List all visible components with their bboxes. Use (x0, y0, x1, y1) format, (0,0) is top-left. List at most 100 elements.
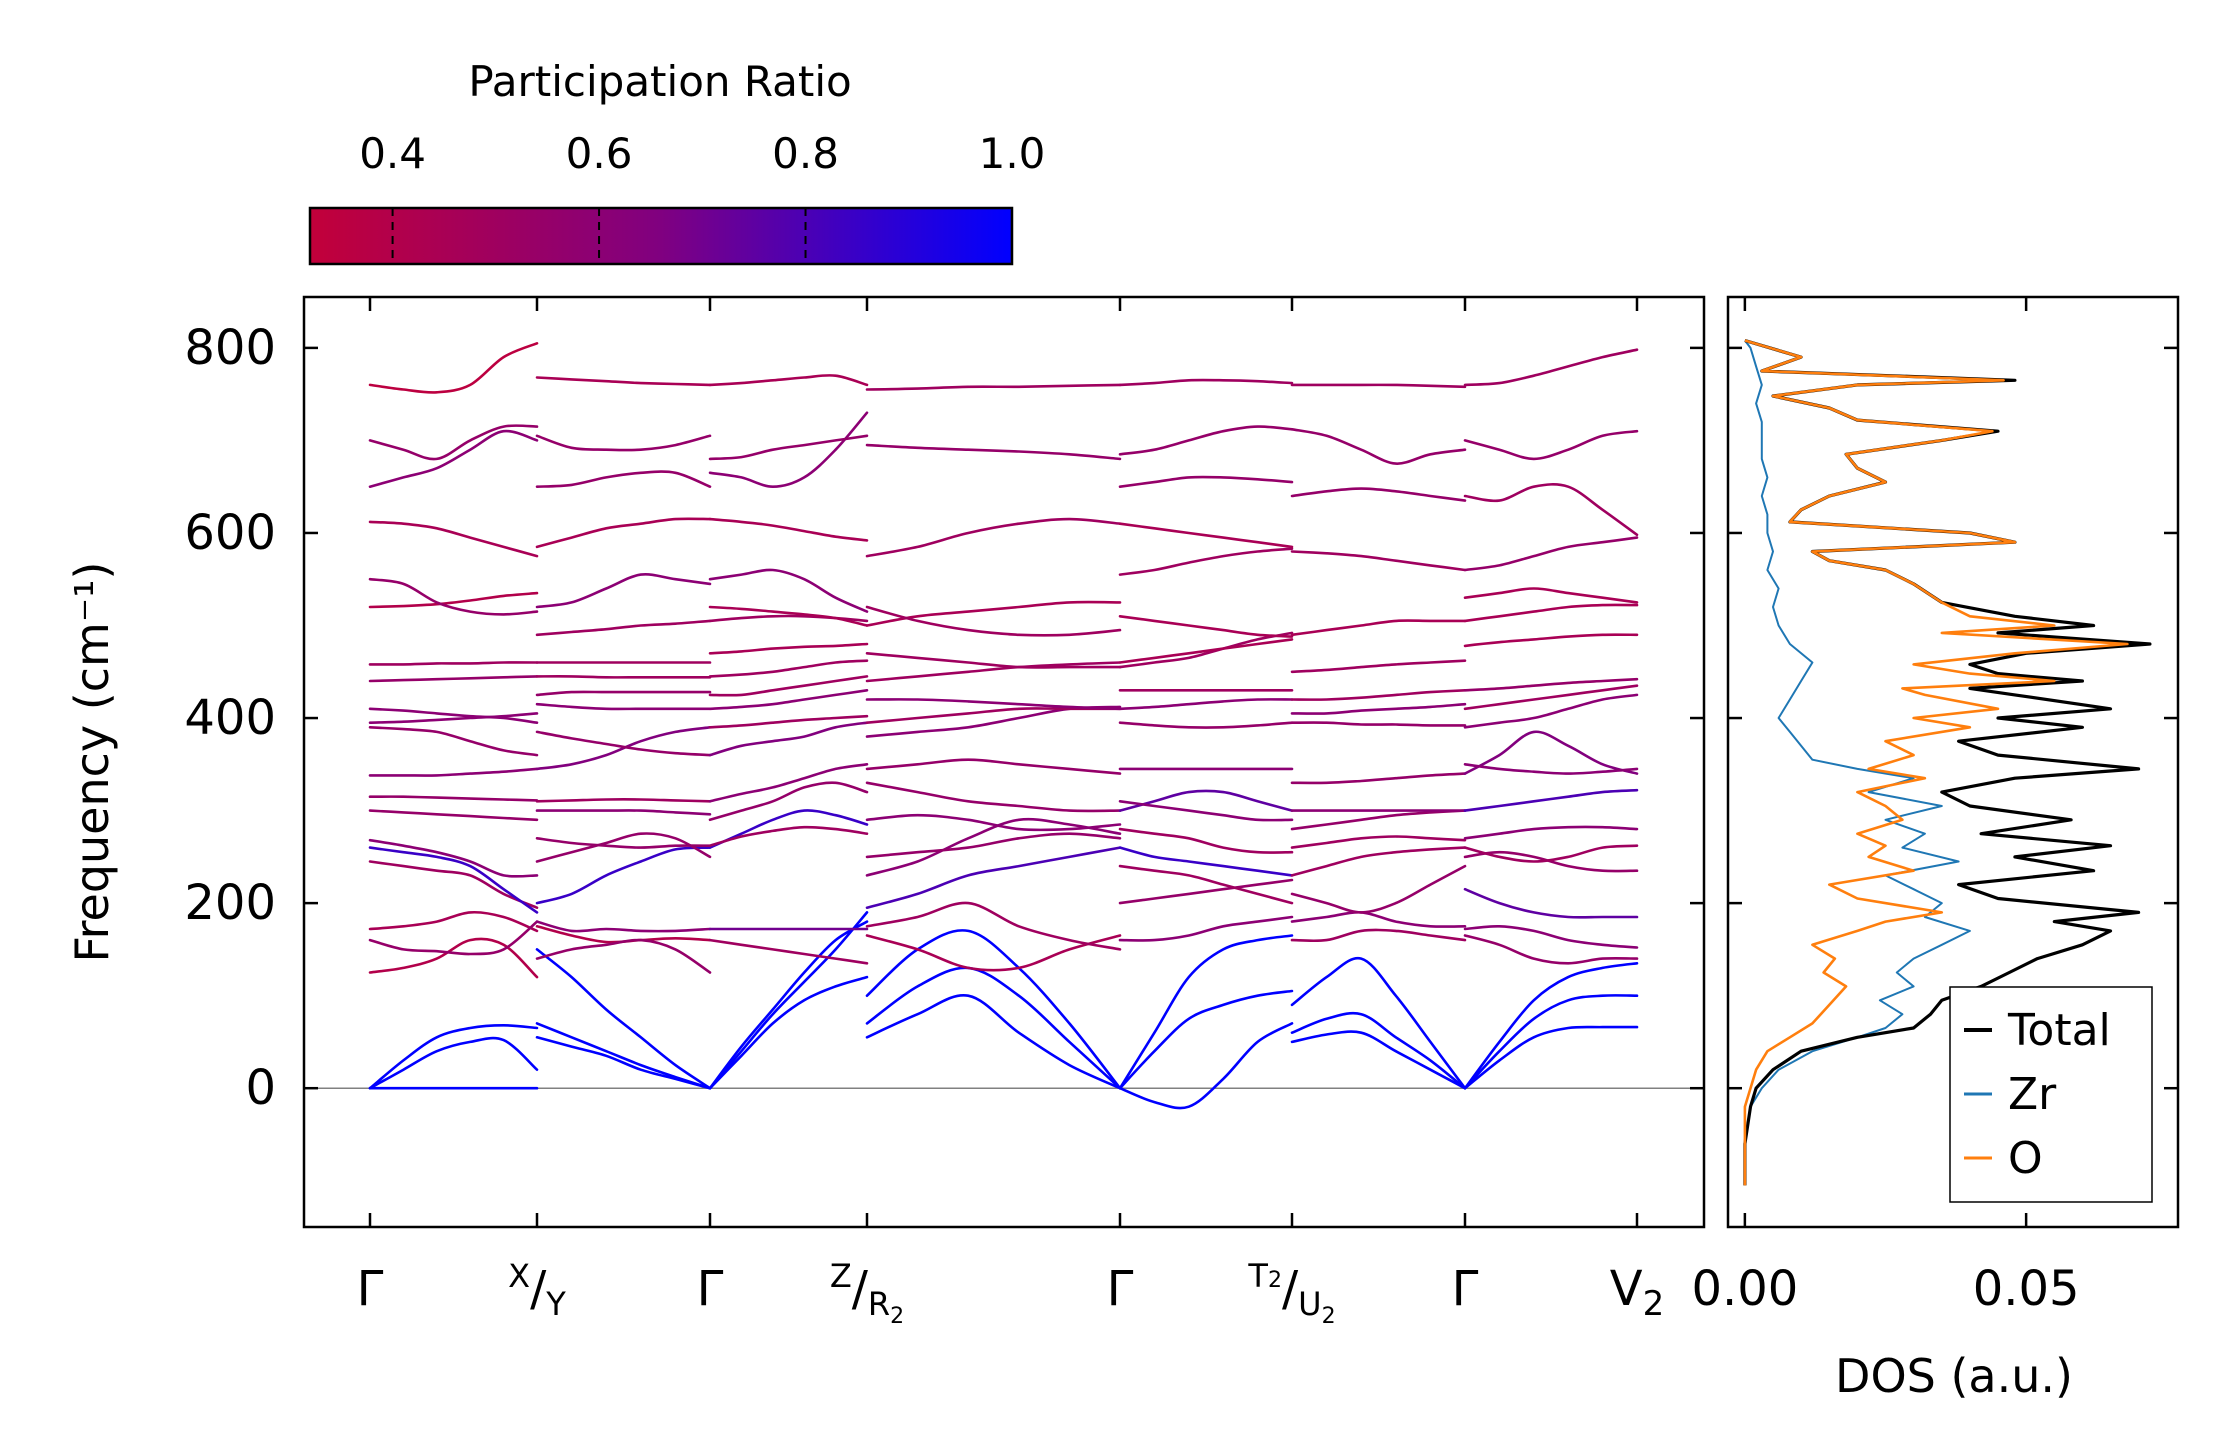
phonon-band (865, 934, 1122, 972)
band-y-ticks: 0 200 400 600 800 (184, 320, 1704, 1116)
colorbar: Participation Ratio 0.4 0.6 0.8 1.0 (308, 57, 1046, 266)
colorbar-title: Participation Ratio (468, 57, 851, 106)
phonon-band (865, 652, 1122, 669)
phonon-band (368, 661, 539, 666)
band-y-tick-label: 400 (184, 690, 276, 746)
phonon-band (865, 661, 1122, 683)
phonon-band (865, 383, 1122, 391)
y-axis-label: Frequency (cm⁻¹) (65, 562, 119, 963)
phonon-band (1290, 835, 1467, 849)
phonon-band (1290, 928, 1467, 943)
high-symmetry-label: X/Y (508, 1257, 566, 1323)
phonon-band (535, 948, 712, 1090)
high-symmetry-label: Γ (697, 1261, 724, 1317)
phonon-band (708, 714, 869, 729)
phonon-band (1290, 659, 1467, 674)
phonon-bands (368, 342, 1639, 1110)
band-y-tick-label: 600 (184, 505, 276, 561)
phonon-band (708, 568, 869, 613)
phonon-band (1290, 702, 1467, 715)
phonon-band (1118, 721, 1294, 729)
phonon-band (708, 659, 869, 678)
phonon-band (1463, 924, 1639, 949)
dos-x-tick-label: 0.00 (1691, 1261, 1798, 1317)
phonon-band (1118, 425, 1294, 456)
phonon-band (1118, 827, 1294, 854)
phonon-band (1463, 730, 1639, 775)
phonon-band (1290, 772, 1467, 785)
phonon-band (1290, 1030, 1467, 1090)
phonon-band (1118, 989, 1294, 1090)
phonon-band (1463, 850, 1639, 873)
phonon-band (1290, 721, 1467, 727)
phonon-band (1118, 615, 1294, 638)
phonon-band (368, 591, 539, 609)
dos-plot: 0.00 0.05 DOS (a.u.) Total Zr O (1691, 295, 2180, 1403)
colorbar-tick-label: 1.0 (979, 129, 1046, 178)
phonon-band (1463, 825, 1639, 840)
dos-x-tick-label: 0.05 (1973, 1261, 2080, 1317)
dos-plot-frame (1726, 295, 2180, 1229)
phonon-band (535, 837, 712, 849)
phonon-band (535, 730, 712, 757)
phonon-band (708, 809, 869, 849)
phonon-band (1118, 547, 1294, 576)
phonon-band (708, 911, 869, 1090)
colorbar-gradient (310, 208, 1012, 264)
phonon-band (1290, 809, 1467, 831)
colorbar-tick-label: 0.4 (359, 129, 426, 178)
phonon-band (708, 781, 869, 822)
phonon-band (1118, 846, 1294, 877)
phonon-band (865, 443, 1122, 461)
phonon-band (1118, 878, 1294, 905)
phonon-band (865, 758, 1122, 775)
phonon-band (368, 795, 539, 802)
dos-series-o (1743, 339, 2129, 1186)
dos-x-axis-label: DOS (a.u.) (1835, 1349, 2073, 1403)
phonon-band (1290, 550, 1467, 572)
phonon-band (535, 702, 712, 711)
phonon-band (1463, 348, 1639, 387)
phonon-band (368, 767, 539, 777)
phonon-band (535, 832, 712, 863)
colorbar-frame (308, 206, 1014, 266)
phonon-band (865, 817, 1122, 877)
phonon-band (535, 809, 712, 816)
phonon-band (368, 920, 539, 956)
phonon-band (535, 470, 712, 488)
phonon-band (708, 642, 869, 655)
phonon-band (1118, 800, 1294, 822)
phonon-band (368, 1023, 539, 1090)
legend-label: O (2008, 1133, 2043, 1184)
phonon-band (708, 689, 869, 711)
phonon-band (1118, 915, 1294, 942)
phonon-band (1463, 844, 1639, 863)
phonon-band (1118, 522, 1294, 549)
high-symmetry-label: Z/R2 (830, 1257, 904, 1329)
phonon-band (1290, 428, 1467, 465)
phonon-band (368, 1036, 539, 1090)
phonon-band (1463, 677, 1639, 692)
high-symmetry-label: Γ (1452, 1261, 1479, 1317)
phonon-band (1463, 1025, 1639, 1090)
phonon-band (708, 517, 869, 542)
phonon-band (535, 619, 712, 637)
phonon-band (1118, 638, 1294, 664)
band-plot-frame (302, 295, 1706, 1229)
phonon-band (1463, 693, 1639, 729)
phonon-band (1463, 536, 1639, 572)
phonon-band (1463, 633, 1639, 648)
legend-label: Zr (2008, 1069, 2057, 1120)
phonon-band (368, 577, 539, 616)
phonon-band (368, 712, 539, 724)
phonon-band (865, 966, 1122, 1090)
phonon-band (535, 376, 712, 387)
phonon-band (535, 517, 712, 549)
phonon-band (708, 920, 869, 1090)
high-symmetry-label: V2 (1610, 1261, 1664, 1324)
phonon-band (865, 605, 1122, 637)
phonon-band (1290, 911, 1467, 928)
phonon-band (865, 929, 1122, 1090)
phonon-band (1290, 1011, 1467, 1090)
phonon-band (535, 798, 712, 803)
